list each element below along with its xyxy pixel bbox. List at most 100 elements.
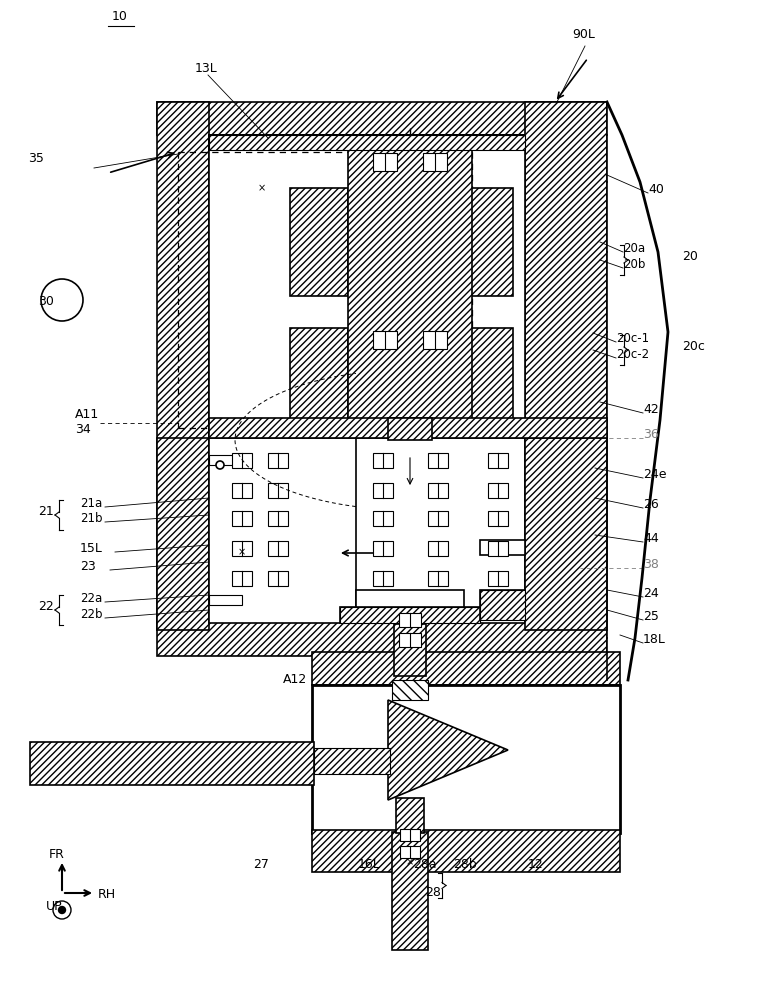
Bar: [488, 510, 508, 526]
Bar: [268, 452, 288, 468]
Text: ×: ×: [238, 547, 246, 557]
Bar: [392, 680, 428, 700]
Bar: [488, 483, 508, 497]
Polygon shape: [607, 182, 658, 252]
Bar: [488, 570, 508, 585]
Circle shape: [41, 279, 83, 321]
Bar: [373, 331, 397, 349]
Text: 28: 28: [425, 886, 441, 899]
Bar: [356, 438, 525, 623]
Bar: [232, 570, 252, 585]
Bar: [356, 590, 464, 607]
Bar: [480, 590, 525, 620]
Bar: [373, 570, 393, 585]
Text: ×: ×: [406, 857, 414, 867]
Bar: [209, 135, 525, 150]
Bar: [373, 153, 397, 171]
Bar: [268, 540, 288, 556]
Polygon shape: [607, 500, 650, 578]
Text: 22b: 22b: [80, 608, 102, 621]
Bar: [209, 595, 242, 605]
Text: 25: 25: [643, 610, 659, 623]
Text: 12: 12: [528, 858, 544, 871]
Bar: [312, 685, 620, 833]
Text: 24: 24: [643, 587, 659, 600]
Bar: [480, 590, 525, 620]
Text: 20c-2: 20c-2: [616, 348, 649, 361]
Text: 20b: 20b: [623, 258, 645, 271]
Circle shape: [216, 461, 224, 469]
Text: A12: A12: [283, 673, 307, 686]
Text: 27: 27: [253, 858, 269, 871]
Text: 22: 22: [38, 600, 54, 613]
Bar: [399, 613, 421, 627]
Text: 36: 36: [643, 428, 659, 441]
Text: ×: ×: [258, 183, 266, 193]
Bar: [268, 483, 288, 497]
Bar: [312, 830, 620, 872]
Circle shape: [53, 901, 71, 919]
Text: 28b: 28b: [453, 858, 477, 871]
Bar: [400, 829, 420, 841]
Text: 15L: 15L: [80, 542, 103, 555]
Text: 20a: 20a: [623, 242, 645, 255]
Text: 20c-1: 20c-1: [616, 332, 649, 345]
Text: A11: A11: [75, 408, 99, 421]
Bar: [399, 633, 421, 647]
Text: 34: 34: [75, 423, 91, 436]
Bar: [340, 607, 480, 623]
Bar: [428, 570, 448, 585]
Text: 44: 44: [643, 532, 659, 545]
Bar: [209, 135, 525, 515]
Text: 42: 42: [643, 403, 659, 416]
Bar: [232, 510, 252, 526]
Bar: [314, 748, 390, 774]
Text: 40: 40: [648, 183, 664, 196]
Bar: [392, 832, 428, 950]
Bar: [373, 540, 393, 556]
Text: 35: 35: [28, 152, 44, 165]
Bar: [428, 510, 448, 526]
Bar: [268, 570, 288, 585]
Text: UP: UP: [46, 900, 62, 914]
Circle shape: [59, 906, 65, 914]
Text: 16L: 16L: [358, 858, 380, 871]
Bar: [525, 438, 607, 630]
Text: 28a: 28a: [413, 858, 437, 871]
Bar: [290, 188, 348, 296]
Bar: [268, 510, 288, 526]
Text: 10: 10: [112, 10, 128, 23]
Bar: [488, 452, 508, 468]
Bar: [428, 483, 448, 497]
Bar: [455, 328, 513, 426]
Bar: [157, 618, 607, 656]
Text: 30: 30: [38, 295, 54, 308]
Text: 22a: 22a: [80, 592, 102, 605]
Bar: [400, 846, 420, 858]
Bar: [209, 438, 422, 623]
Bar: [423, 331, 447, 349]
Text: 21a: 21a: [80, 497, 102, 510]
Bar: [30, 742, 314, 785]
Bar: [455, 188, 513, 296]
Bar: [525, 102, 607, 530]
Bar: [428, 452, 448, 468]
Bar: [209, 135, 525, 150]
Bar: [480, 540, 525, 555]
Text: 20: 20: [682, 250, 698, 263]
Bar: [209, 455, 242, 465]
Bar: [157, 438, 209, 630]
Polygon shape: [607, 420, 660, 500]
Text: 21b: 21b: [80, 512, 102, 525]
Text: 90L: 90L: [572, 28, 595, 41]
Bar: [396, 798, 424, 833]
Text: 21: 21: [38, 505, 54, 518]
Text: 24e: 24e: [643, 468, 667, 481]
Polygon shape: [607, 102, 622, 135]
Bar: [373, 452, 393, 468]
Polygon shape: [607, 135, 640, 182]
Bar: [232, 540, 252, 556]
Text: RH: RH: [98, 888, 116, 902]
Bar: [232, 452, 252, 468]
Bar: [157, 102, 605, 135]
